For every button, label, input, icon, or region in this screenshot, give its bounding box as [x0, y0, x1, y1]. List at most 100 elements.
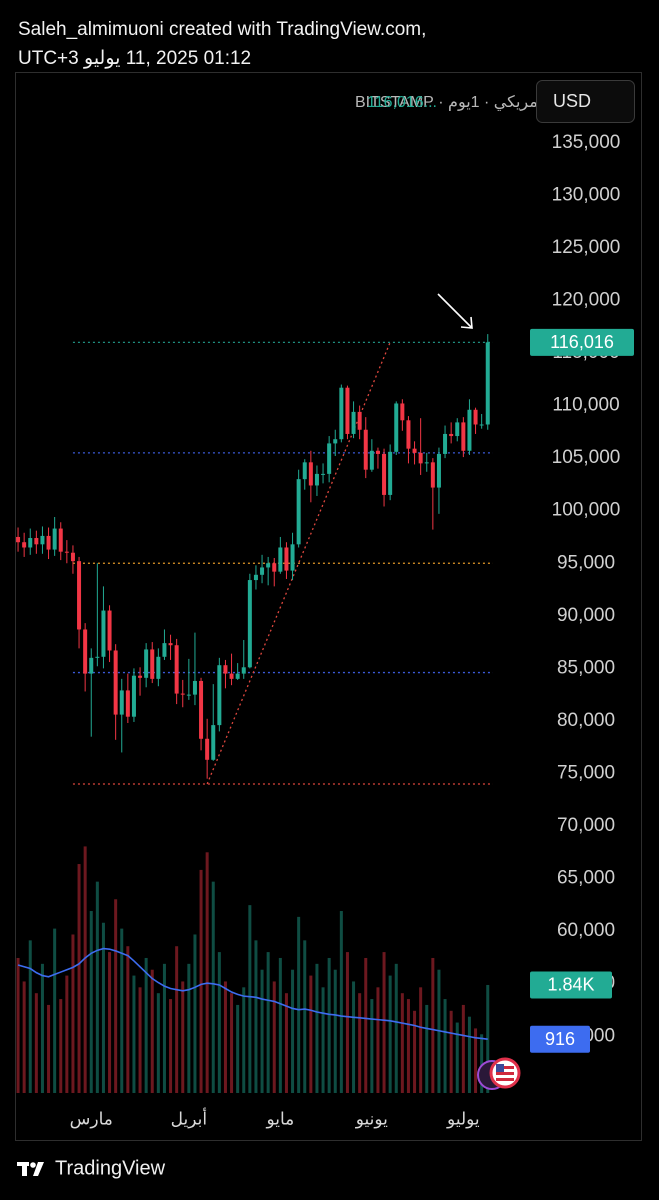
volume-bar — [449, 1010, 453, 1093]
price-tag-box — [530, 328, 634, 356]
candle-body — [369, 450, 374, 470]
volume-bar — [345, 952, 349, 1093]
volume-bar — [71, 934, 75, 1093]
candle-body — [16, 536, 21, 543]
volume-bar — [327, 957, 331, 1093]
header-line: Saleh_almimuoni created with TradingView… — [18, 19, 426, 40]
candle-body — [430, 462, 435, 488]
brand-logo — [17, 1162, 44, 1176]
y-tick-label: 120,000 — [552, 289, 621, 310]
candle-body — [138, 675, 143, 678]
volume-bar — [40, 963, 44, 1093]
candle-body — [113, 650, 118, 715]
candle-body — [479, 424, 484, 426]
candle-body — [229, 673, 234, 679]
candle-body — [192, 680, 197, 695]
candle-body — [46, 535, 51, 550]
volume-ma-tag: 916 — [545, 1029, 575, 1049]
candle-body — [241, 667, 246, 674]
volume-ma-line — [17, 947, 488, 1041]
candle-body — [40, 535, 45, 545]
volume-bar — [321, 987, 325, 1093]
candle-body — [217, 665, 222, 726]
currency-button[interactable] — [536, 80, 635, 123]
volume-bar — [254, 940, 258, 1093]
volume-bar — [382, 952, 386, 1093]
volume-bar — [53, 928, 57, 1093]
volume-bar — [419, 987, 423, 1093]
candle-body — [205, 738, 210, 760]
volume-bar — [89, 911, 93, 1093]
candle-body — [296, 479, 301, 545]
header-line: 01:12 2025 ,11 يوليو UTC+3 — [18, 48, 251, 69]
candle-body — [382, 453, 387, 495]
candle-body — [327, 443, 332, 474]
candle-body — [28, 538, 33, 548]
y-tick-label: 85,000 — [557, 657, 615, 678]
currency-label[interactable]: USD — [553, 91, 591, 111]
candle-body — [52, 528, 57, 550]
candle-body — [449, 433, 454, 437]
candle-body — [436, 453, 441, 488]
volume-bar — [370, 999, 374, 1093]
brand-name: TradingView — [55, 1157, 166, 1179]
candle-body — [302, 462, 307, 480]
candle-body — [58, 528, 63, 552]
y-tick-label: 70,000 — [557, 815, 615, 836]
volume-bar — [455, 1022, 459, 1093]
volume-bar — [95, 881, 99, 1093]
candle-body — [333, 439, 338, 444]
volume-bar — [309, 975, 313, 1093]
volume-bar — [169, 999, 173, 1093]
volume-bar — [230, 993, 234, 1093]
y-tick-label: 60,000 — [557, 920, 615, 941]
volume-ma-tag-box — [530, 1025, 590, 1053]
volume-bar — [187, 963, 191, 1093]
candle-body — [223, 665, 228, 674]
volume-bar — [315, 963, 319, 1093]
arrow — [437, 293, 473, 329]
volume-bar — [260, 969, 264, 1093]
x-tick-label: يوليو — [446, 1109, 480, 1128]
candle-body — [278, 547, 283, 572]
volume-bar — [138, 987, 142, 1093]
volume-bar — [303, 940, 307, 1093]
candle-body — [284, 547, 289, 571]
volume-bar — [480, 1034, 484, 1093]
candle-body — [186, 694, 191, 696]
volume-bar — [83, 846, 87, 1093]
candle-body — [156, 656, 161, 679]
volume-bar — [175, 946, 179, 1093]
candle-body — [180, 693, 185, 695]
volume-bar — [162, 963, 166, 1093]
volume-bar — [242, 987, 246, 1093]
candle-body — [424, 462, 429, 464]
candle-body — [266, 563, 271, 568]
volume-tag: 1.84K — [547, 975, 594, 995]
volume-bar — [47, 1004, 51, 1093]
volume-bar — [388, 975, 392, 1093]
volume-bar — [358, 993, 362, 1093]
volume-bar — [16, 957, 20, 1093]
candle-body — [412, 448, 417, 453]
candle-body — [247, 580, 252, 668]
volume-bar — [28, 940, 32, 1093]
volume-bar — [108, 952, 112, 1093]
plot: مارسأبريلمايويونيويوليو50,00055,00060,00… — [16, 132, 634, 1128]
candle-body — [455, 422, 460, 437]
candle-body — [70, 552, 75, 562]
volume-bar — [126, 946, 130, 1093]
candle-body — [34, 538, 39, 545]
candle-body — [400, 403, 405, 421]
candle-body — [83, 629, 88, 674]
volume-bar — [34, 993, 38, 1093]
candle-body — [253, 574, 258, 581]
volume-bar — [236, 1004, 240, 1093]
volume-bar — [181, 981, 185, 1093]
volume-bar — [474, 1028, 478, 1093]
volume-bar — [333, 969, 337, 1093]
candle-body — [168, 643, 173, 646]
candle-body — [107, 610, 112, 651]
candle-body — [131, 675, 136, 717]
